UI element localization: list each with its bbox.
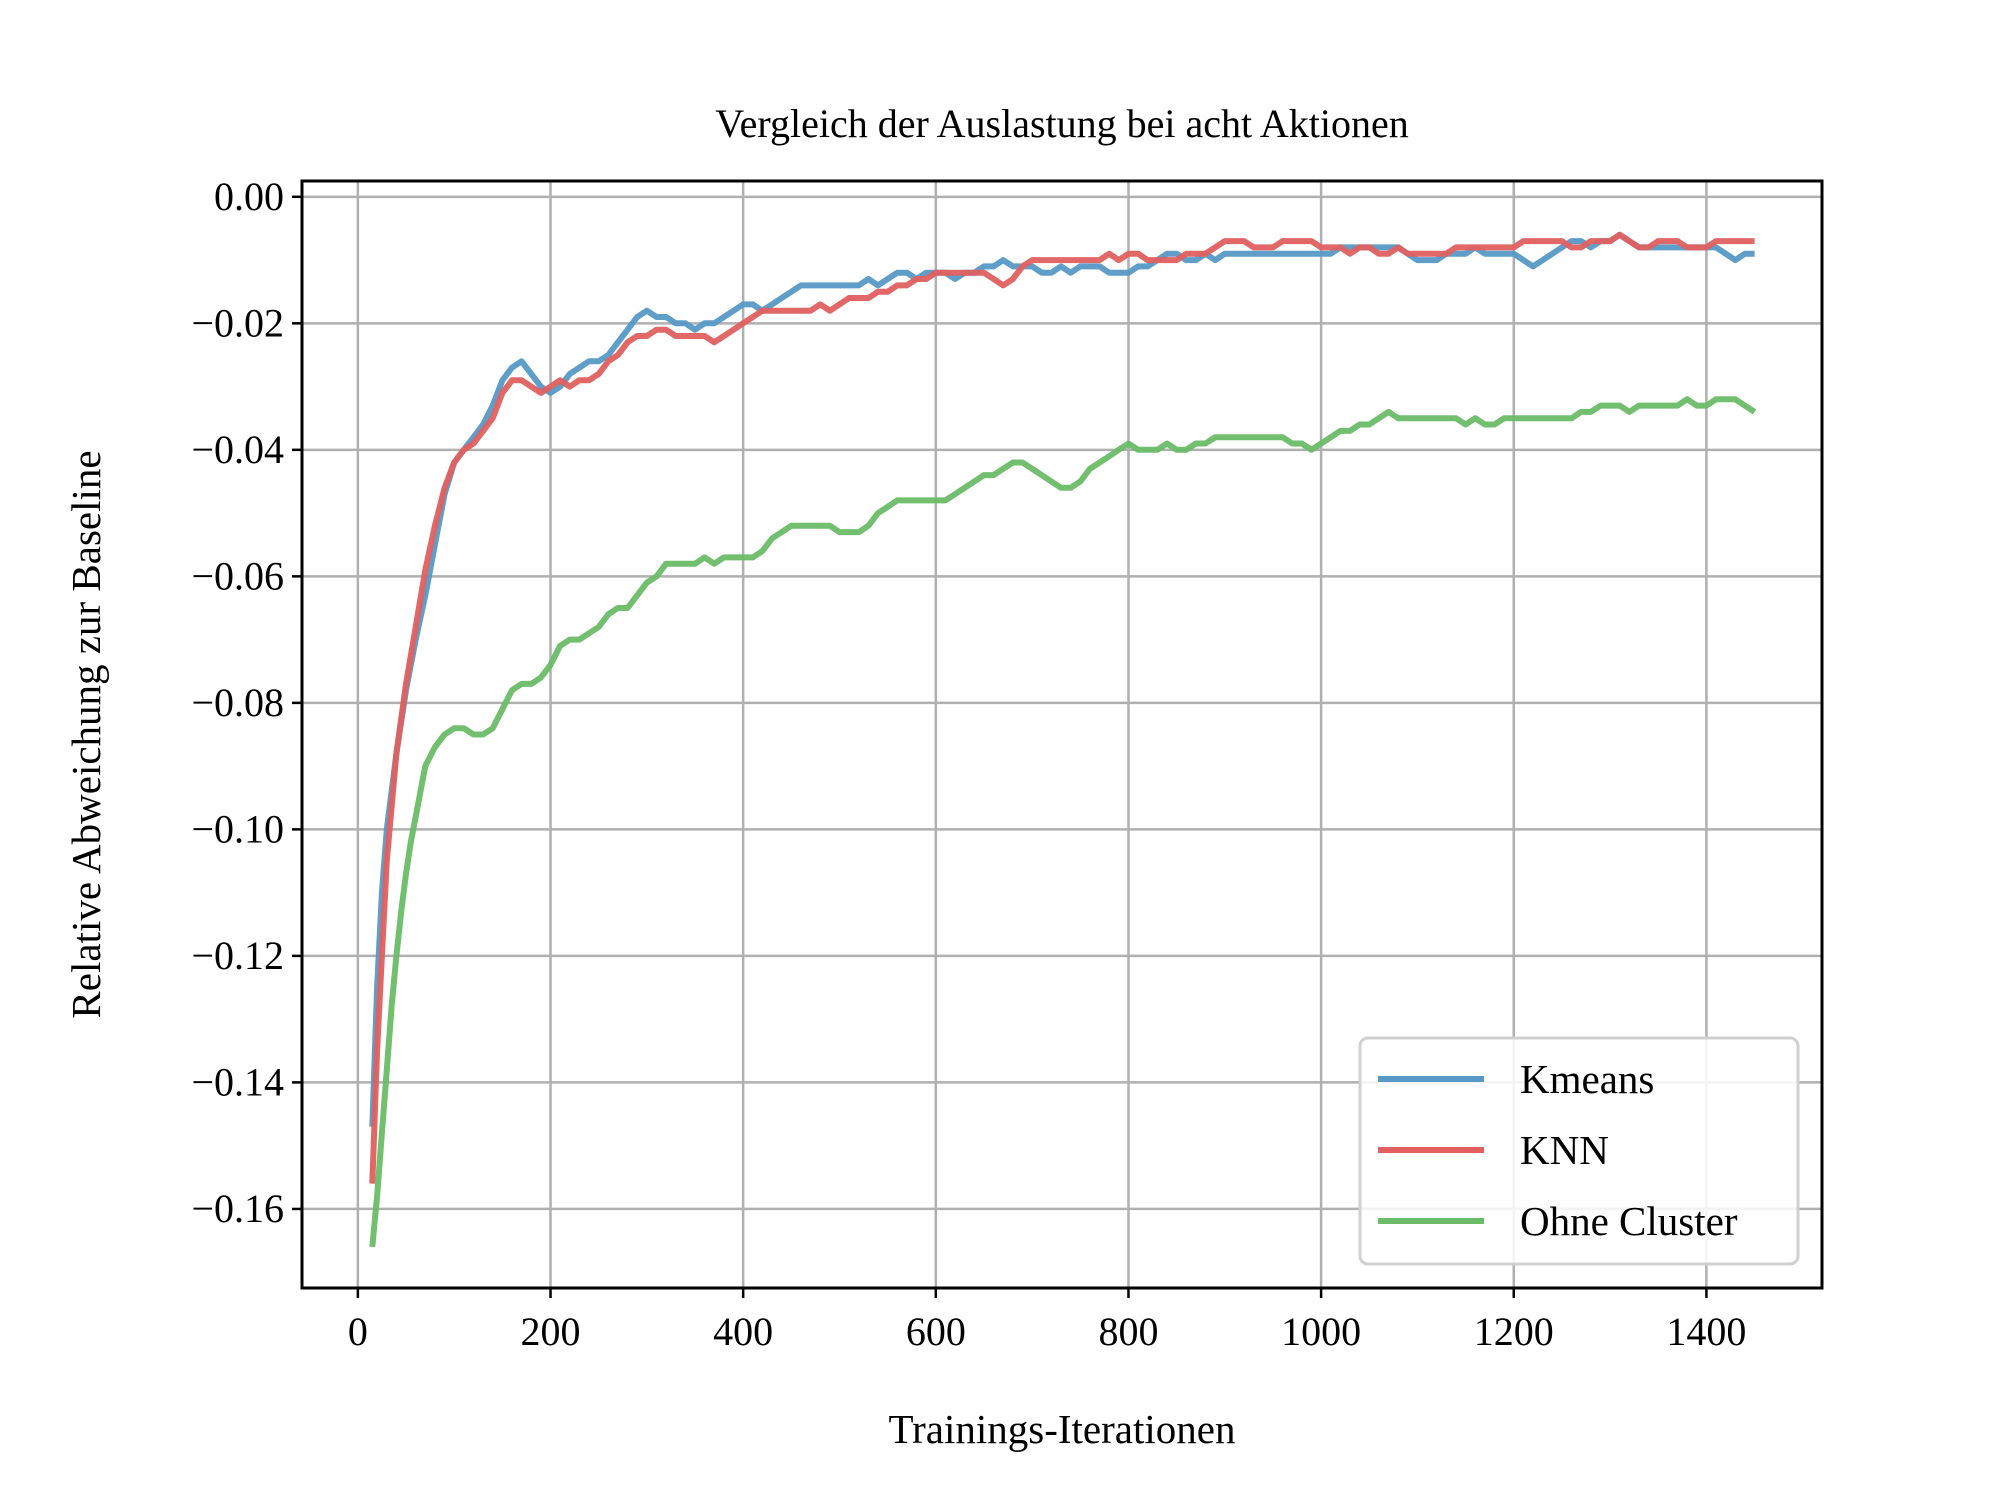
series-lines	[369, 231, 1757, 1248]
grid	[302, 181, 1822, 1288]
x-tick-label: 1400	[1666, 1309, 1746, 1354]
chart-title: Vergleich der Auslastung bei acht Aktion…	[715, 101, 1409, 146]
legend-label: Kmeans	[1520, 1056, 1654, 1102]
y-tick-label: −0.08	[191, 680, 284, 725]
y-tick-label: −0.16	[191, 1186, 284, 1231]
y-tick-label: −0.06	[191, 553, 284, 598]
x-tick-label: 1200	[1474, 1309, 1554, 1354]
y-tick-label: −0.02	[191, 300, 284, 345]
legend-label: KNN	[1520, 1127, 1609, 1173]
y-axis-label: Relative Abweichung zur Baseline	[63, 450, 109, 1018]
series-line-ohne-cluster	[369, 396, 1757, 1248]
legend: Kmeans KNN Ohne Cluster	[1358, 1036, 1800, 1266]
y-tick-label: −0.14	[191, 1059, 284, 1104]
x-tick-label: 1000	[1281, 1309, 1361, 1354]
y-tick-label: −0.10	[191, 806, 284, 851]
axis-ticks: 0 200 400 600 800 1000 1200 1400 0.00 −0.02 −0.04 −…	[191, 174, 1746, 1354]
legend-box	[1358, 1036, 1800, 1266]
series-line-knn	[369, 231, 1755, 1184]
x-axis-label: Trainings-Iterationen	[889, 1406, 1236, 1452]
x-tick-label: 0	[348, 1309, 368, 1354]
x-tick-label: 400	[713, 1309, 773, 1354]
y-tick-label: −0.12	[191, 933, 284, 978]
legend-label: Ohne Cluster	[1520, 1198, 1738, 1244]
x-tick-label: 600	[906, 1309, 966, 1354]
y-tick-label: 0.00	[214, 174, 284, 219]
series-line-kmeans	[369, 231, 1755, 1127]
y-tick-label: −0.04	[191, 427, 284, 472]
plot-frame	[300, 179, 1824, 1290]
x-tick-label: 200	[521, 1309, 581, 1354]
x-tick-label: 800	[1098, 1309, 1158, 1354]
